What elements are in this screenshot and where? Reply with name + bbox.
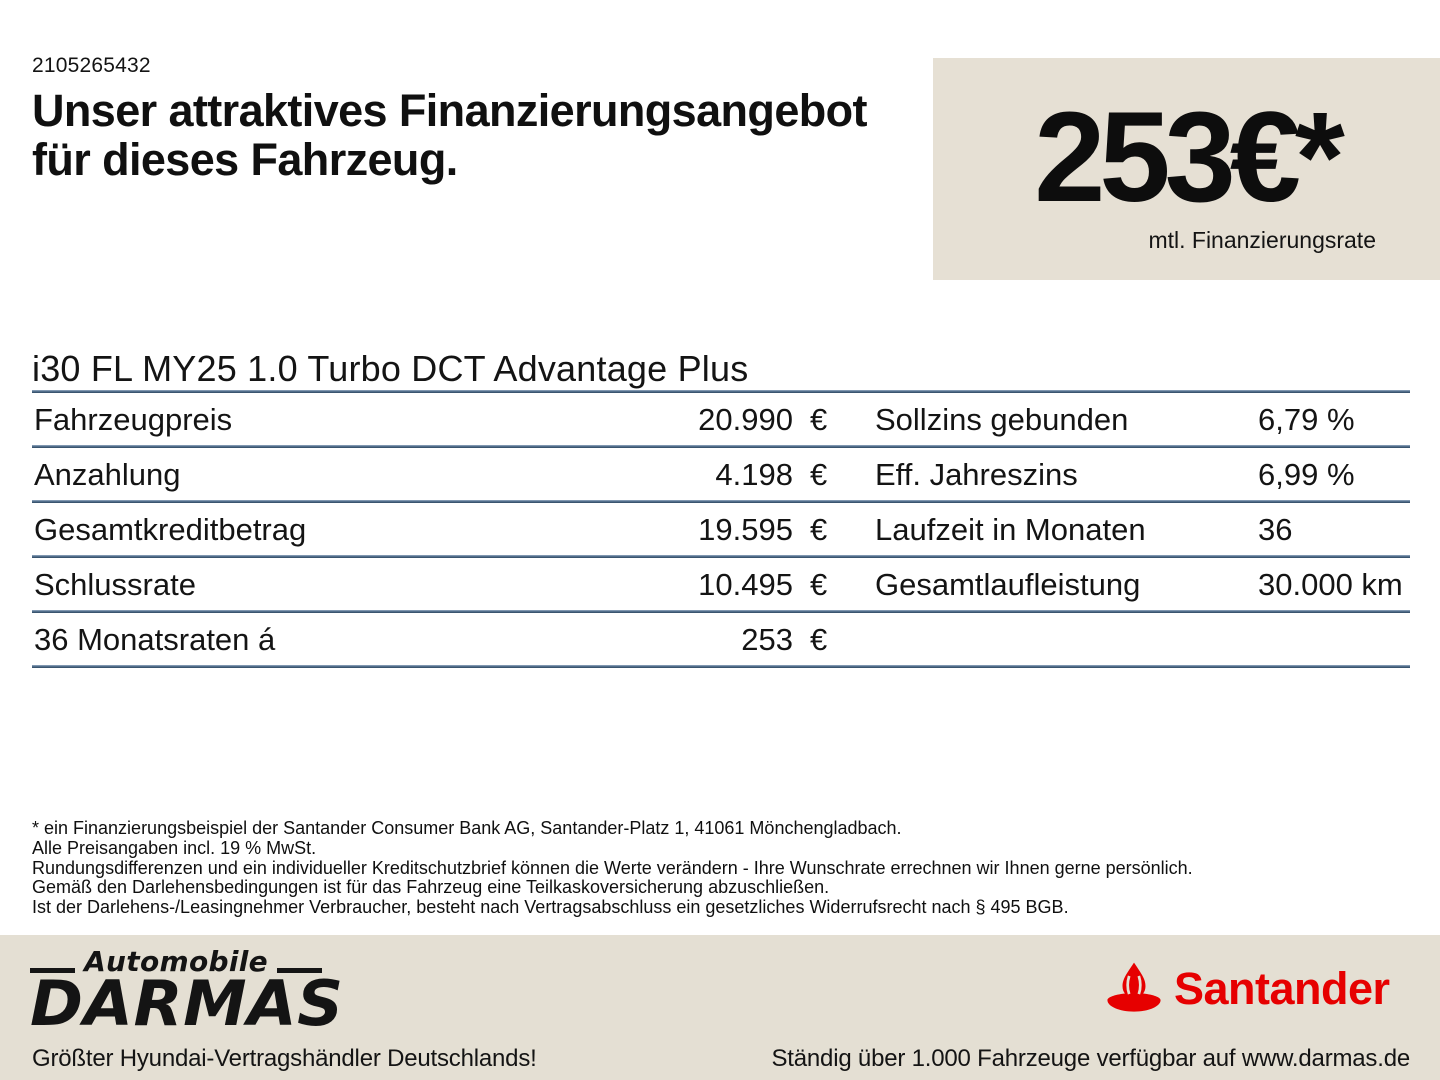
darmas-logo-word: Automobile	[84, 945, 268, 978]
row-value: 30.000 km	[1258, 567, 1403, 602]
fine-print-line: Rundungsdifferenzen und ein individuelle…	[32, 857, 1193, 878]
row-label: Anzahlung	[34, 457, 181, 492]
row-value: 36	[1258, 512, 1293, 547]
table-row: Anzahlung 4.198 € Eff. Jahreszins 6,99 %	[32, 448, 1410, 503]
dealer-tagline: Größter Hyundai-Vertragshändler Deutschl…	[32, 1045, 537, 1072]
row-value: 6,79 %	[1258, 402, 1355, 437]
fine-print-line: Gemäß den Darlehensbedingungen ist für d…	[32, 877, 830, 898]
row-value: 10.495	[698, 567, 793, 602]
monthly-rate-amount: 253€*	[1034, 85, 1345, 229]
logo-bar-left	[30, 968, 76, 973]
table-row: Schlussrate 10.495 € Gesamtlaufleistung …	[32, 558, 1410, 613]
santander-logo: Santander	[1104, 959, 1390, 1017]
row-value: 4.198	[715, 457, 793, 492]
row-unit: €	[810, 512, 828, 547]
footer: Automobile DARMAS Santander Größter Hyun…	[0, 935, 1440, 1080]
monthly-rate-box: 253€* mtl. Finanzierungsrate	[933, 58, 1440, 280]
row-unit: €	[810, 622, 828, 657]
headline-line2: für dieses Fahrzeug.	[32, 134, 458, 185]
row-label: Fahrzeugpreis	[34, 402, 233, 437]
santander-flame-icon	[1107, 962, 1161, 1012]
row-value: 253	[741, 622, 793, 657]
fine-print-line: Alle Preisangaben incl. 19 % MwSt.	[32, 837, 317, 858]
darmas-logo: Automobile DARMAS	[30, 945, 343, 1035]
row-unit: €	[810, 567, 828, 602]
monthly-rate-caption: mtl. Finanzierungsrate	[1148, 227, 1376, 253]
row-value: 19.595	[698, 512, 793, 547]
row-value: 20.990	[698, 402, 793, 437]
fine-print: * ein Finanzierungsbeispiel der Santande…	[32, 818, 1193, 918]
row-label: Gesamtkreditbetrag	[34, 512, 307, 547]
row-unit: €	[810, 457, 828, 492]
fine-print-line: * ein Finanzierungsbeispiel der Santande…	[32, 818, 902, 838]
santander-wordmark: Santander	[1174, 963, 1390, 1014]
row-value: 6,99 %	[1258, 457, 1355, 492]
row-label: Gesamtlaufleistung	[875, 567, 1141, 602]
fine-print-line: Ist der Darlehens-/Leasingnehmer Verbrau…	[32, 897, 1069, 918]
vehicle-id: 2105265432	[32, 54, 151, 77]
finance-table: Fahrzeugpreis 20.990 € Sollzins gebunden…	[32, 393, 1410, 668]
page-title: Unser attraktives Finanzierungsangebot f…	[32, 86, 912, 184]
row-label: 36 Monatsraten á	[34, 622, 276, 657]
row-label: Laufzeit in Monaten	[875, 512, 1146, 547]
logo-bar-right	[276, 968, 322, 973]
row-unit: €	[810, 402, 828, 437]
row-label: Sollzins gebunden	[875, 402, 1129, 437]
table-row: Fahrzeugpreis 20.990 € Sollzins gebunden…	[32, 393, 1410, 448]
darmas-logo-name: DARMAS	[30, 967, 344, 1040]
title-underline	[32, 390, 1410, 393]
row-label: Eff. Jahreszins	[875, 457, 1078, 492]
car-model-title: i30 FL MY25 1.0 Turbo DCT Advantage Plus	[32, 348, 749, 389]
bank-tagline: Ständig über 1.000 Fahrzeuge verfügbar a…	[771, 1045, 1410, 1072]
row-label: Schlussrate	[34, 567, 196, 602]
table-row: Gesamtkreditbetrag 19.595 € Laufzeit in …	[32, 503, 1410, 558]
headline-line1: Unser attraktives Finanzierungsangebot	[32, 85, 868, 136]
darmas-logo-top: Automobile	[30, 945, 322, 978]
table-row: 36 Monatsraten á 253 €	[32, 613, 1410, 668]
